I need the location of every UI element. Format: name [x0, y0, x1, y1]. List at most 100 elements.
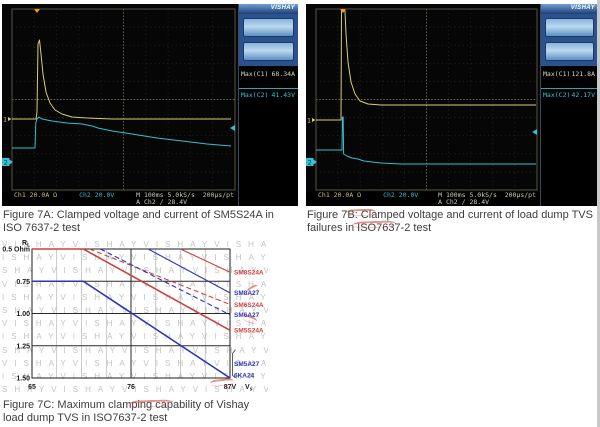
scope-side-panel-7a: VISHAY Max(C1) 68.34A Max(C2) 41.43V: [238, 4, 298, 206]
ch2-voltage-waveform: [316, 116, 536, 165]
measurement-value: 121.8A: [571, 70, 595, 78]
measurement-value: 68.34A: [271, 70, 295, 78]
x-tick-label: 87V: [224, 384, 237, 391]
measurement-max-c2: Max(C2) 41.43V: [239, 88, 298, 100]
vishay-watermark: VISHAYVISHAYVISHAYVISHAYVISHAYVISHAYVISH…: [2, 236, 268, 396]
watermark-row: VISHAYVISHAYVISHAYVISHAYVISHAYVISHAYVISH…: [2, 279, 268, 289]
scope-display-area-7b: 1 2 Ch1 20.0A Ω Ch2 20.0V M 100ms 5.0kS/s…: [306, 4, 540, 206]
channel1-marker: 1: [3, 116, 7, 124]
y-tick-label: 1.50: [16, 376, 30, 383]
ch2-readout: Ch2 20.0V: [79, 191, 115, 199]
scope-menu-button: [545, 18, 594, 37]
graticule-frame: [315, 8, 538, 191]
graticule-grid: [12, 9, 235, 190]
series-label-sm8a27: SM8A27: [234, 290, 260, 297]
x-axis-title: Vs: [245, 384, 253, 393]
x-tick-label: 76: [127, 384, 135, 391]
graticule-grid: [316, 9, 537, 190]
scope-screen-bg: [2, 4, 238, 192]
series-label-sm8s24a: SM8S24A: [234, 270, 264, 277]
series-sm6s24a: [89, 248, 231, 305]
watermark-row: VISHAYVISHAYVISHAYVISHAYVISHAYVISHAYVISH…: [2, 358, 268, 368]
series-sm5s24a: [32, 248, 231, 331]
series-sm8s24a: [180, 248, 231, 273]
scope-readout-bar-7b: Ch1 20.0A Ω Ch2 20.0V M 100ms 5.0kS/s 20…: [306, 192, 540, 206]
y-tick-label: 1.25: [16, 343, 30, 350]
trigger-level-marker: [532, 129, 537, 135]
y-tick-label: 0.5 Ohm: [2, 247, 30, 254]
vishay-logo: VISHAY: [239, 4, 298, 14]
channel1-marker-arrow: [312, 118, 316, 122]
series-label-sm5s24a: SM5S24A: [234, 328, 264, 335]
measurement-max-c2: Max(C2) 42.17V: [541, 88, 598, 100]
channel2-marker-arrow: [9, 159, 13, 165]
scope-readout-bar-7a: Ch1 20.0A Ω Ch2 20.0V M 100ms 5.0kS/s 20…: [2, 192, 238, 206]
y-tick-label: 1.00: [16, 311, 30, 318]
watermark-row: ISHAYVISHAYVISHAYVISHAYVISHAYVISHAYVISHA…: [2, 372, 268, 382]
y-tick-label: 0.75: [16, 279, 30, 286]
watermark-row: SHAYVISHAYVISHAYVISHAYVISHAYVISHAYVISHAY…: [2, 385, 268, 395]
measurement-label: Max(C1): [543, 70, 571, 78]
measurement-value: 42.17V: [571, 91, 595, 99]
caption-figure-7b: Figure 7B: Clamped voltage and current o…: [307, 209, 593, 234]
series-label-sm6a27: SM6A27: [234, 312, 260, 319]
watermark-row: ISHAYVISHAYVISHAYVISHAYVISHAYVISHAYVISHA…: [2, 292, 268, 302]
watermark-row: SHAYVISHAYVISHAYVISHAYVISHAYVISHAYVISHAY…: [2, 306, 268, 316]
channel2-marker-arrow: [313, 159, 317, 165]
channel2-marker: [306, 158, 314, 166]
measurement-label: Max(C2): [241, 91, 269, 99]
caption-figure-7a: Figure 7A: Clamped voltage and current o…: [3, 209, 274, 234]
figure-7b: 1 2 Ch1 20.0A Ω Ch2 20.0V M 100ms 5.0kS/s…: [306, 4, 598, 234]
scope-menu-buttons: [541, 14, 598, 66]
ch1-current-waveform: [12, 39, 231, 120]
channel1-marker-arrow: [8, 117, 12, 121]
y-axis-title: RL: [22, 240, 30, 249]
watermark-row: VISHAYVISHAYVISHAYVISHAYVISHAYVISHAYVISH…: [2, 240, 268, 249]
label-bracket: [232, 349, 236, 379]
measurement-max-c1: Max(C1) 121.8A: [541, 68, 598, 79]
trigger-position-marker: [340, 9, 346, 13]
scope-screen-bg: [306, 4, 540, 192]
ch2-readout: Ch2 20.0V: [383, 191, 419, 199]
timebase-trigger-readout: M 100ms 5.0kS/s 200μs/pt A Ch2 / 28.4V: [438, 191, 536, 206]
watermark-row: ISHAYVISHAYVISHAYVISHAYVISHAYVISHAYVISHA…: [2, 332, 268, 342]
ch1-current-waveform: [316, 10, 536, 121]
scope-menu-button: [545, 42, 594, 61]
scope-graticule-7a: 12: [2, 4, 238, 192]
channel2-marker: [2, 158, 10, 166]
channel2-marker-label: 2: [4, 159, 8, 167]
ch1-readout: Ch1 20.0A Ω: [318, 191, 362, 199]
graticule-frame: [11, 8, 236, 191]
channel2-marker-label: 2: [308, 159, 312, 167]
ch2-voltage-waveform: [12, 116, 232, 149]
scope-menu-button: [243, 42, 294, 61]
series-label-6ka24: 6KA24: [234, 373, 255, 380]
measurement-max-c1: Max(C1) 68.34A: [239, 68, 298, 79]
watermark-row: SHAYVISHAYVISHAYVISHAYVISHAYVISHAYVISHAY…: [2, 266, 268, 276]
vishay-logo: VISHAY: [541, 4, 598, 14]
measurement-label: Max(C2): [543, 91, 571, 99]
watermark-row: ISHAYVISHAYVISHAYVISHAYVISHAYVISHAYVISHA…: [2, 253, 268, 263]
series-label-sm5a27: SM5A27: [234, 361, 260, 368]
series-sm5a27-6ka24: [32, 280, 231, 379]
series-labels: SM8S24A SM8A27 SM6S24A SM6A27 SM5S24A SM5A27 6…: [234, 270, 264, 380]
figure-7c: VISHAYVISHAYVISHAYVISHAYVISHAYVISHAYVISH…: [2, 236, 302, 424]
trigger-level-marker: [230, 125, 235, 131]
clamping-capability-chart: VISHAYVISHAYVISHAYVISHAYVISHAYVISHAYVISH…: [2, 236, 268, 396]
ch1-readout: Ch1 20.0A Ω: [14, 191, 58, 199]
watermark-row: SHAYVISHAYVISHAYVISHAYVISHAYVISHAYVISHAY…: [2, 345, 268, 355]
series-label-sm6s24a: SM6S24A: [234, 302, 264, 309]
caption-figure-7c: Figure 7C: Maximum clamping capability o…: [3, 399, 250, 424]
channel1-marker: 1: [307, 117, 311, 125]
watermark-row: VISHAYVISHAYVISHAYVISHAYVISHAYVISHAYVISH…: [2, 319, 268, 329]
scope-menu-button: [243, 18, 294, 37]
trigger-position-marker: [34, 9, 40, 13]
scope-side-panel-7b: VISHAY Max(C1) 121.8A Max(C2) 42.17V: [540, 4, 598, 206]
timebase-trigger-readout: M 100ms 5.0kS/s 200μs/pt A Ch2 / 28.4V: [136, 191, 234, 206]
